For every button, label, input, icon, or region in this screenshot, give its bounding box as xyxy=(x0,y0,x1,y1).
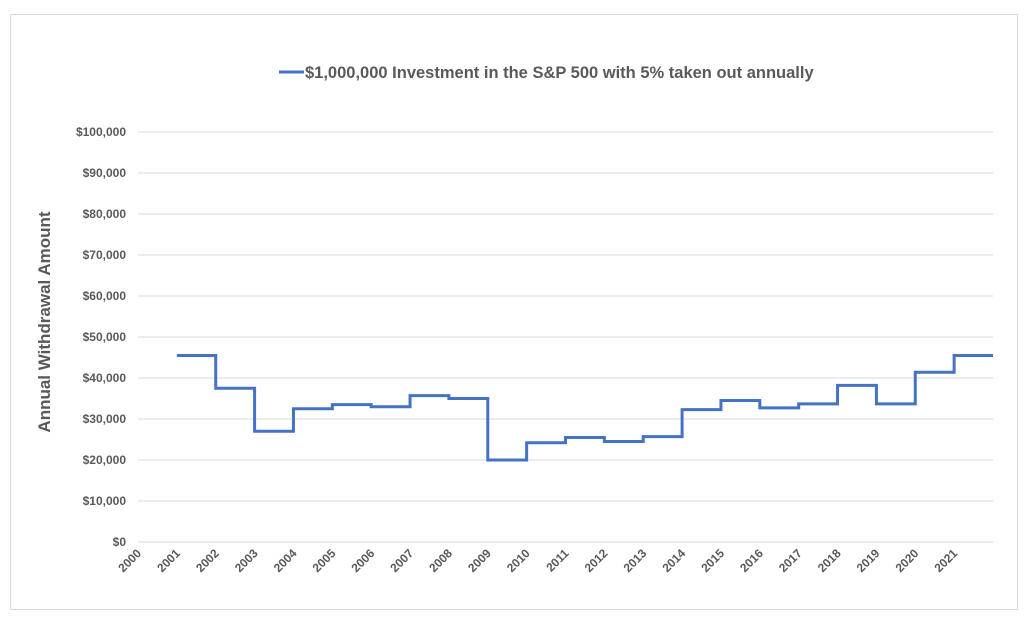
x-tick-label: 2008 xyxy=(426,546,455,575)
x-tick-label: 2004 xyxy=(271,546,300,575)
x-tick-label: 2020 xyxy=(893,546,922,575)
x-tick-label: 2010 xyxy=(504,546,533,575)
y-tick-label: $20,000 xyxy=(83,453,127,467)
y-tick-label: $50,000 xyxy=(83,330,127,344)
y-axis-label: Annual Withdrawal Amount xyxy=(35,211,54,432)
y-axis-ticks: $0 $10,000 $20,000 $30,000 $40,000 $50,000 $60… xyxy=(76,125,126,549)
legend: $1,000,000 Investment in the S&P 500 wit… xyxy=(279,64,814,82)
y-tick-label: $10,000 xyxy=(83,494,127,508)
x-tick-label: 2015 xyxy=(698,546,727,575)
x-tick-label: 2001 xyxy=(154,546,183,575)
y-tick-label: $100,000 xyxy=(76,125,126,139)
x-tick-label: 2018 xyxy=(815,546,844,575)
x-tick-label: 2002 xyxy=(193,546,222,575)
y-tick-label: $80,000 xyxy=(83,207,127,221)
x-tick-label: 2005 xyxy=(310,546,339,575)
x-axis-ticks: 2000 2001 2002 2003 2004 2005 2006 2007 2008 2009… xyxy=(115,546,960,575)
y-tick-label: $30,000 xyxy=(83,412,127,426)
chart-frame xyxy=(10,14,1018,610)
x-tick-label: 2003 xyxy=(232,546,261,575)
x-tick-label: 2006 xyxy=(349,546,378,575)
x-tick-label: 2014 xyxy=(659,546,688,575)
y-tick-label: $60,000 xyxy=(83,289,127,303)
y-tick-label: $70,000 xyxy=(83,248,127,262)
y-tick-label: $40,000 xyxy=(83,371,127,385)
x-tick-label: 2000 xyxy=(115,546,144,575)
x-tick-label: 2012 xyxy=(582,546,611,575)
x-tick-label: 2007 xyxy=(387,546,416,575)
gridlines xyxy=(138,131,993,543)
y-tick-label: $0 xyxy=(113,535,127,549)
x-tick-label: 2011 xyxy=(543,546,572,575)
legend-label: $1,000,000 Investment in the S&P 500 wit… xyxy=(305,64,814,82)
y-tick-label: $90,000 xyxy=(83,166,127,180)
x-tick-label: 2017 xyxy=(776,546,805,575)
x-tick-label: 2013 xyxy=(621,546,650,575)
x-tick-label: 2016 xyxy=(737,546,766,575)
x-tick-label: 2019 xyxy=(854,546,883,575)
x-tick-label: 2021 xyxy=(931,546,960,575)
series-line xyxy=(176,353,993,462)
x-tick-label: 2009 xyxy=(465,546,494,575)
